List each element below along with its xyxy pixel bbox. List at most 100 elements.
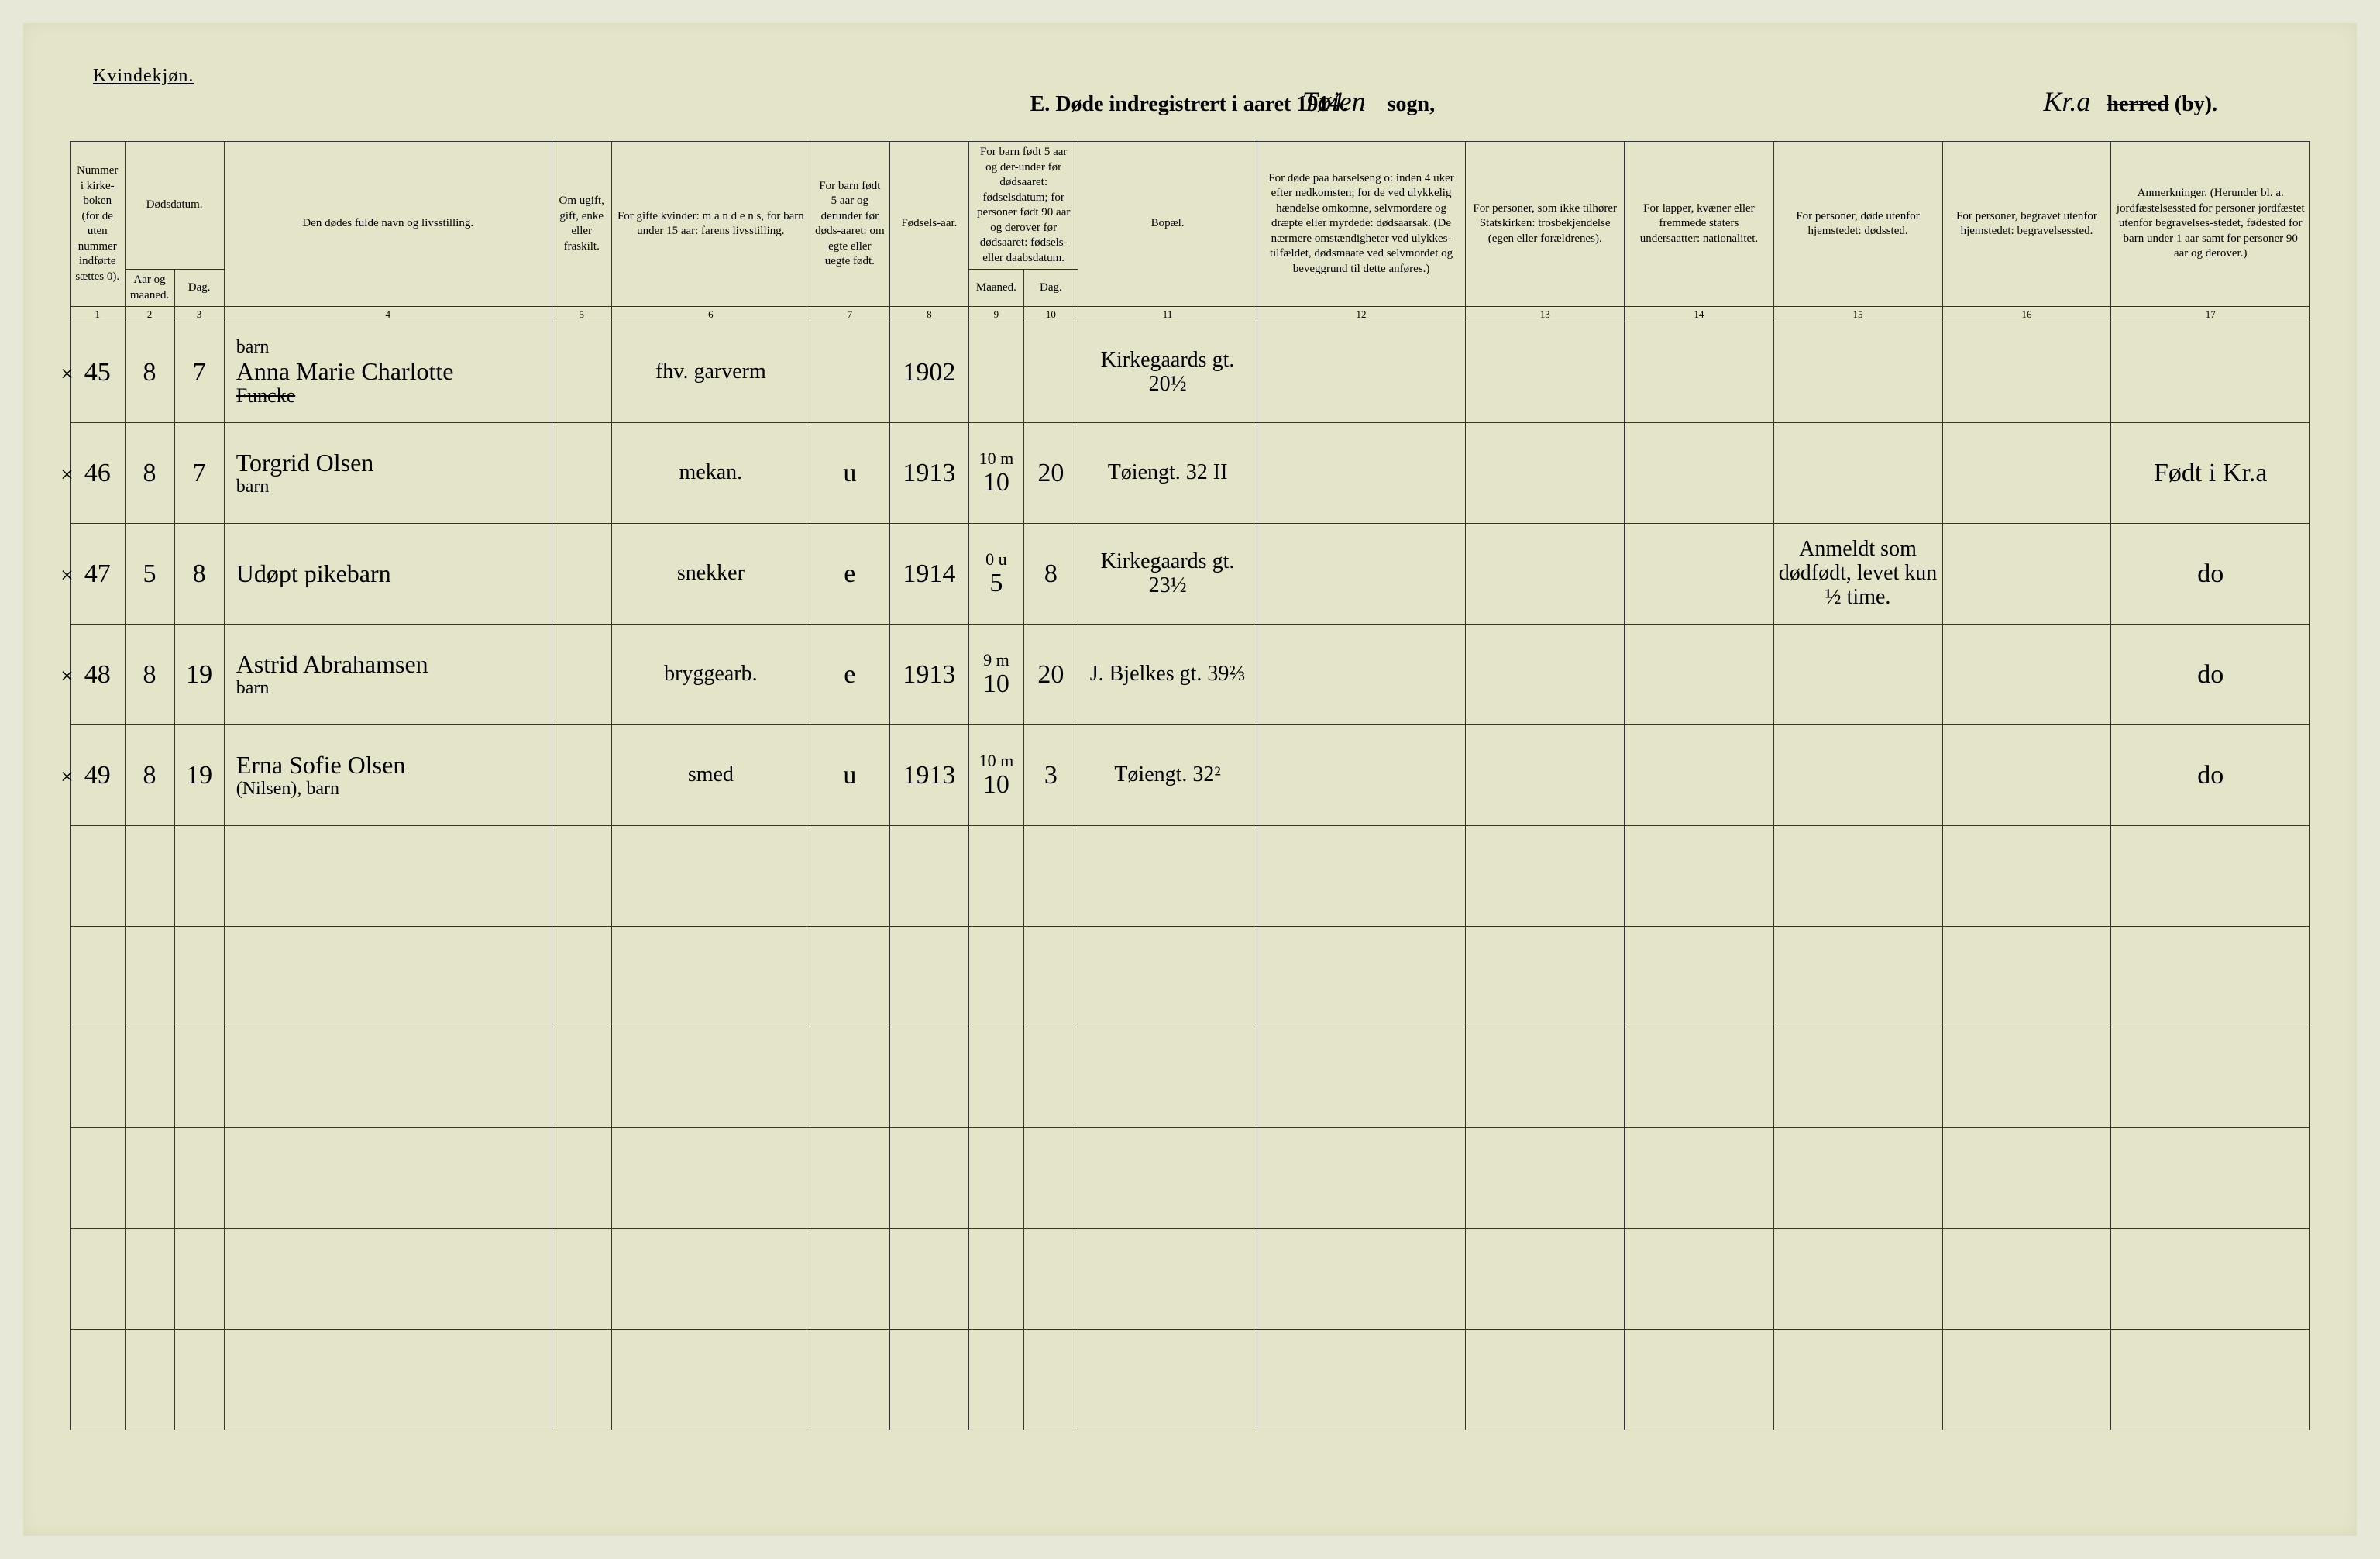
cell-empty bbox=[611, 1128, 810, 1229]
cell bbox=[1466, 625, 1625, 725]
cell bbox=[1942, 625, 2111, 725]
cell-empty bbox=[969, 1330, 1024, 1430]
cell: 1914 bbox=[889, 524, 969, 625]
cell-empty bbox=[1257, 1229, 1465, 1330]
cell bbox=[1023, 322, 1078, 423]
cell: Kirkegaards gt. 20½ bbox=[1078, 322, 1257, 423]
cell-empty bbox=[1257, 826, 1465, 927]
cell: 19 bbox=[174, 725, 224, 826]
cell-empty bbox=[969, 1229, 1024, 1330]
cell-empty bbox=[1023, 1229, 1078, 1330]
cell bbox=[810, 322, 890, 423]
cell bbox=[1466, 322, 1625, 423]
cell bbox=[552, 322, 611, 423]
cell: 48 bbox=[71, 625, 126, 725]
cell-empty bbox=[552, 1229, 611, 1330]
cell bbox=[1625, 322, 1773, 423]
cell-empty bbox=[71, 927, 126, 1027]
cell: Tøiengt. 32² bbox=[1078, 725, 1257, 826]
header-c7: For barn født 5 aar og derunder før døds… bbox=[810, 142, 890, 307]
cell: barnAnna Marie CharlotteFuncke bbox=[224, 322, 552, 423]
table-row-empty bbox=[71, 1229, 2310, 1330]
cell bbox=[552, 725, 611, 826]
column-numbers-row: 1 2 3 4 5 6 7 8 9 10 11 12 13 14 15 16 1… bbox=[71, 307, 2310, 322]
cell-empty bbox=[1625, 1027, 1773, 1128]
page-title: E. Døde indregistrert i aaret 1914. Tøie… bbox=[70, 85, 2310, 118]
cell-empty bbox=[810, 1128, 890, 1229]
table-row: 4587barnAnna Marie CharlotteFunckefhv. g… bbox=[71, 322, 2310, 423]
cell-empty bbox=[224, 1330, 552, 1430]
margin-mark: × bbox=[60, 764, 74, 790]
cell-empty bbox=[889, 826, 969, 927]
cell-empty bbox=[1078, 1128, 1257, 1229]
cell bbox=[1625, 423, 1773, 524]
title-sogn-label: sogn, bbox=[1388, 92, 1435, 116]
cell bbox=[1257, 625, 1465, 725]
cell-empty bbox=[1773, 927, 1942, 1027]
header-c13: For personer, som ikke tilhører Statskir… bbox=[1466, 142, 1625, 307]
cell-empty bbox=[1078, 826, 1257, 927]
colnum: 1 bbox=[71, 307, 126, 322]
cell-empty bbox=[224, 1229, 552, 1330]
table-row-empty bbox=[71, 826, 2310, 927]
cell: 10 m10 bbox=[969, 725, 1024, 826]
cell: smed bbox=[611, 725, 810, 826]
cell bbox=[2111, 322, 2310, 423]
colnum: 7 bbox=[810, 307, 890, 322]
header-c2-group: Dødsdatum. bbox=[125, 142, 224, 270]
cell-empty bbox=[1023, 1330, 1078, 1430]
cell bbox=[552, 524, 611, 625]
cell-empty bbox=[889, 1027, 969, 1128]
cell-empty bbox=[1625, 927, 1773, 1027]
header-c9-group: For barn født 5 aar og der-under før død… bbox=[969, 142, 1078, 270]
cell bbox=[1257, 725, 1465, 826]
cell-empty bbox=[611, 826, 810, 927]
cell-empty bbox=[71, 826, 126, 927]
cell-empty bbox=[174, 927, 224, 1027]
table-body: 4587barnAnna Marie CharlotteFunckefhv. g… bbox=[71, 322, 2310, 1430]
cell-empty bbox=[969, 1027, 1024, 1128]
header-c12: For døde paa barselseng o: inden 4 uker … bbox=[1257, 142, 1465, 307]
cell-empty bbox=[224, 1027, 552, 1128]
table-row: 4687Torgrid Olsenbarnmekan.u191310 m1020… bbox=[71, 423, 2310, 524]
cell-empty bbox=[174, 826, 224, 927]
cell-empty bbox=[174, 1330, 224, 1430]
cell bbox=[1625, 625, 1773, 725]
cell-empty bbox=[2111, 927, 2310, 1027]
cell-empty bbox=[1023, 826, 1078, 927]
cell-empty bbox=[1023, 927, 1078, 1027]
cell-empty bbox=[810, 826, 890, 927]
cell-empty bbox=[1625, 1229, 1773, 1330]
header-c1: Nummer i kirke-boken (for de uten nummer… bbox=[71, 142, 126, 307]
margin-mark: × bbox=[60, 361, 74, 387]
cell-empty bbox=[1257, 1128, 1465, 1229]
cell-empty bbox=[1773, 1128, 1942, 1229]
cell-empty bbox=[125, 1027, 174, 1128]
cell-empty bbox=[889, 1128, 969, 1229]
colnum: 9 bbox=[969, 307, 1024, 322]
cell-empty bbox=[224, 927, 552, 1027]
table-row: 4758Udøpt pikebarnsnekkere19140 u58Kirke… bbox=[71, 524, 2310, 625]
colnum: 13 bbox=[1466, 307, 1625, 322]
cell: e bbox=[810, 625, 890, 725]
cell: 5 bbox=[125, 524, 174, 625]
cell bbox=[969, 322, 1024, 423]
cell bbox=[1773, 423, 1942, 524]
table-row: 48819Astrid Abrahamsenbarnbryggearb.e191… bbox=[71, 625, 2310, 725]
header-c9: Maaned. bbox=[969, 270, 1024, 307]
cell-empty bbox=[1773, 1027, 1942, 1128]
cell: 1913 bbox=[889, 625, 969, 725]
colnum: 14 bbox=[1625, 307, 1773, 322]
colnum: 16 bbox=[1942, 307, 2111, 322]
colnum: 6 bbox=[611, 307, 810, 322]
cell-empty bbox=[611, 1330, 810, 1430]
cell: 8 bbox=[125, 322, 174, 423]
cell: Født i Kr.a bbox=[2111, 423, 2310, 524]
header-c4: Den dødes fulde navn og livsstilling. bbox=[224, 142, 552, 307]
cell-empty bbox=[611, 927, 810, 1027]
cell-empty bbox=[1625, 1330, 1773, 1430]
cell: 8 bbox=[125, 625, 174, 725]
cell-empty bbox=[174, 1027, 224, 1128]
cell-empty bbox=[71, 1128, 126, 1229]
cell: 47 bbox=[71, 524, 126, 625]
